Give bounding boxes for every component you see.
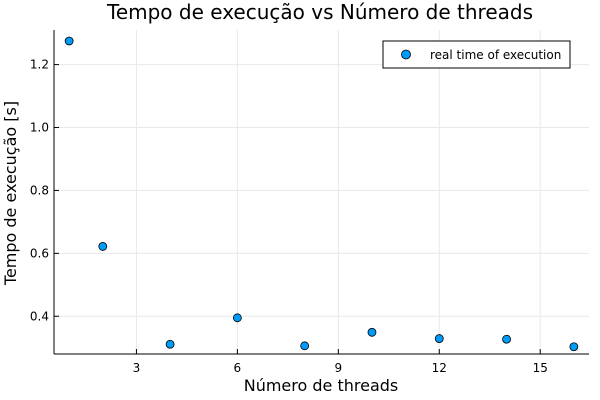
y-tick-label: 0.4 xyxy=(30,309,49,323)
data-point xyxy=(300,341,310,351)
chart-title: Tempo de execução vs Número de threads xyxy=(106,0,533,24)
data-point xyxy=(367,327,377,337)
y-tick-label: 1.2 xyxy=(30,58,49,72)
y-tick-label: 0.8 xyxy=(30,183,49,197)
axes xyxy=(53,30,589,355)
legend: real time of execution xyxy=(382,40,571,69)
legend-box xyxy=(382,40,571,69)
ticks: 3 6 9 12 15 0.4 0.6 0.8 1.0 1.2 xyxy=(30,58,548,375)
grid xyxy=(54,30,589,354)
data-point xyxy=(98,242,108,251)
x-tick-label: 15 xyxy=(533,361,548,375)
x-tick-label: 3 xyxy=(133,361,141,375)
y-tick-label: 1.0 xyxy=(30,121,49,135)
data-point xyxy=(64,36,74,46)
x-tick-label: 6 xyxy=(234,361,242,375)
x-tick-label: 12 xyxy=(432,361,447,375)
x-axis-label: Número de threads xyxy=(244,376,399,395)
legend-label: real time of execution xyxy=(430,48,561,62)
data-point xyxy=(434,334,444,343)
y-tick-label: 0.6 xyxy=(30,246,49,260)
x-tick-label: 9 xyxy=(335,361,343,375)
data-points xyxy=(64,36,579,352)
data-point xyxy=(165,339,175,349)
y-axis-label: Tempo de execução [s] xyxy=(1,101,20,286)
data-point xyxy=(232,313,242,323)
legend-marker xyxy=(401,49,411,60)
data-point xyxy=(502,334,511,344)
data-point xyxy=(569,342,579,352)
